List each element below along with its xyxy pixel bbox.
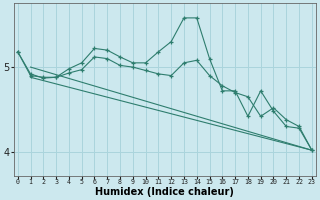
X-axis label: Humidex (Indice chaleur): Humidex (Indice chaleur) <box>95 187 234 197</box>
